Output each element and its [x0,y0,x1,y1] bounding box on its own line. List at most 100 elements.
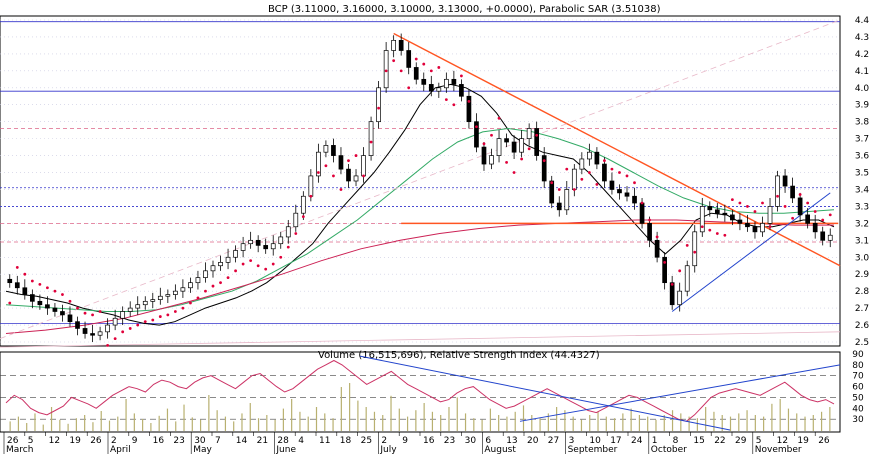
candle-body [820,231,826,241]
day-tick-label: 11 [319,436,330,446]
candle-body [526,128,532,139]
rsi-trendline-up [519,364,841,422]
candle-body [323,145,329,153]
sar-dot [30,279,34,283]
sar-dot [347,159,350,163]
candle-body [391,39,397,51]
day-tick-label: 27 [548,436,559,446]
day-tick-label: 3 [569,436,575,446]
sar-dot [746,205,749,208]
channel-line-upper [0,19,841,339]
candle-body [632,195,637,204]
sar-dot [663,260,667,264]
price-tick-label: 4.4 [855,16,870,26]
month-label: August [484,445,516,454]
candle-body [90,333,95,336]
candle-body [105,324,110,333]
sar-dot [53,289,57,293]
price-tick-label: 3.3 [855,202,869,212]
day-tick-label: 16 [153,436,165,446]
candle-body [677,290,683,306]
sar-dot [761,201,764,205]
price-tick-label: 2.9 [855,270,870,280]
candle-body [45,304,50,309]
sar-dot [798,193,802,196]
day-tick-label: 26 [7,436,19,446]
sar-dot [181,306,185,310]
sar-dot [520,157,524,161]
day-tick-label: 2 [381,436,387,446]
candle-body [331,145,336,156]
sar-dot [301,215,305,218]
sar-dot [783,205,787,208]
candle-body [564,189,570,211]
day-tick-label: 22 [714,436,725,446]
candle-body [541,155,547,182]
sar-dot [294,232,298,235]
candle-body [459,84,464,97]
sar-dot [399,69,403,73]
sar-dot [806,201,810,205]
sar-dot [241,262,245,266]
candle-body [428,84,434,92]
candle-body [587,151,592,160]
sar-dot [46,286,49,290]
month-label: October [651,445,687,454]
candle-body [67,314,73,323]
candle-body [203,270,208,278]
sar-dot [633,181,636,185]
candle-body [639,202,645,224]
sar-dot [158,315,162,318]
sar-dot [15,266,19,269]
volume-rsi-panel-title: Volume (16,515,696), Relative Strength I… [318,350,600,361]
sar-dot [362,174,365,178]
sar-dot [550,181,554,185]
day-tick-label: 17 [610,436,621,446]
sar-dot [580,177,584,181]
candle-body [398,39,404,51]
candle-body [255,239,261,246]
sar-dot [136,323,140,327]
candle-body [481,146,487,165]
price-tick-label: 4.3 [855,33,869,43]
downtrend-line [393,32,841,267]
day-tick-label: 7 [215,436,221,446]
candle-body [775,175,780,207]
day-tick-label: 26 [90,436,102,446]
day-tick-label: 19 [797,436,809,446]
day-tick-label: 24 [631,436,643,446]
candle-body [127,307,133,312]
candle-body [142,300,148,306]
sar-dot [38,282,42,286]
sar-dot [437,66,441,69]
sar-dot [610,167,614,171]
sar-dot [505,160,508,164]
candle-body [790,185,795,199]
candle-body [451,78,457,85]
candle-body [7,278,13,284]
candle-body [443,78,449,89]
sar-dot [98,310,102,313]
sar-dot [730,198,734,202]
sar-dot [565,167,569,171]
price-tick-label: 3.7 [855,135,869,145]
day-tick-label: 29 [735,436,747,446]
candle-body [135,304,141,309]
day-tick-label: 23 [444,436,455,446]
candle-body [504,138,509,143]
day-tick-label: 1 [652,436,658,446]
sar-dot [527,147,531,151]
sar-dot [715,232,719,235]
sar-dot [791,216,794,220]
sar-dot [640,201,644,205]
candle-body [37,300,43,306]
candle-body [647,223,652,241]
price-tick-label: 2.5 [855,338,869,348]
candle-body [188,282,193,289]
candle-body [474,121,479,148]
candle-body [699,206,705,233]
rsi-tick-label: 30 [852,415,864,425]
candle-body [278,236,284,245]
candle-body [714,209,720,214]
sar-dot [173,310,177,313]
